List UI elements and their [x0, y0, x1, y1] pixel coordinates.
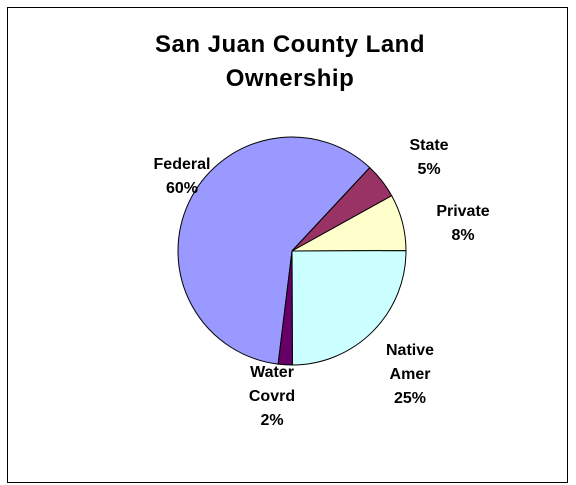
slice-native-amer-label: Native Amer 25%	[386, 342, 434, 407]
slice-federal	[177, 136, 371, 365]
slice-water-covrd	[277, 250, 293, 366]
slice-water-covrd-label: Water Covrd 2%	[249, 364, 295, 429]
pie-labels: Federal 60% State 5% Private 8% Native Amer 25% W…	[154, 137, 490, 429]
slice-native-amer-name-label: Amer	[390, 366, 431, 383]
slice-state-name-label: State	[409, 137, 448, 154]
slice-private-label: Private 8%	[436, 203, 489, 244]
slice-state-label: State 5%	[409, 137, 448, 178]
pie-slices	[177, 136, 407, 366]
chart-title: San Juan County Land Ownership	[80, 28, 500, 96]
slice-native-amer-name-label: Native	[386, 342, 434, 359]
slice-federal-name-label: Federal	[154, 156, 211, 173]
slice-state-value-label: 5%	[417, 161, 440, 178]
chart-title-line-2: Ownership	[225, 65, 355, 92]
slice-water-covrd-value-label: 2%	[260, 412, 283, 429]
chart-title-line-1: San Juan County Land	[154, 31, 425, 58]
slice-water-covrd-name-label: Covrd	[249, 388, 295, 405]
slice-water-covrd-name-label: Water	[250, 364, 294, 381]
slice-private-value-label: 8%	[451, 227, 474, 244]
slice-federal-value-label: 60%	[166, 180, 198, 197]
slice-native-amer-value-label: 25%	[394, 390, 426, 407]
slice-federal-label: Federal 60%	[154, 156, 211, 197]
slice-native-amer	[291, 250, 407, 366]
slice-private-name-label: Private	[436, 203, 489, 220]
